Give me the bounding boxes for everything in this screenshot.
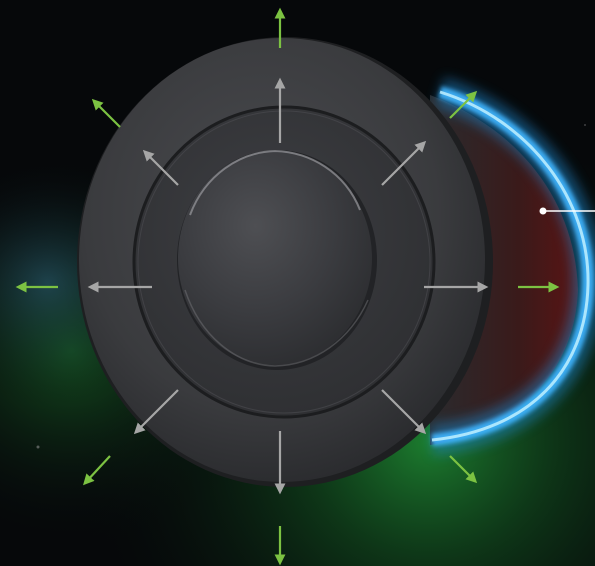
outer-arrow-up-left [91, 98, 121, 128]
center-cap [178, 151, 372, 365]
outer-arrows [15, 7, 560, 566]
outer-arrow-down-left [83, 455, 111, 486]
callout-marker [539, 207, 595, 215]
inner-arrow-up-left [142, 149, 179, 186]
blue-light-ring [430, 77, 595, 455]
inner-arrows [87, 77, 489, 495]
inner-arrow-down-left [133, 389, 179, 435]
outer-arrow-up-right [449, 90, 478, 119]
center-cap-highlight [189, 149, 361, 216]
inner-arrow-down-right [381, 389, 427, 435]
inner-arrow-up-right [381, 140, 427, 186]
outer-arrow-down-right [449, 455, 478, 484]
